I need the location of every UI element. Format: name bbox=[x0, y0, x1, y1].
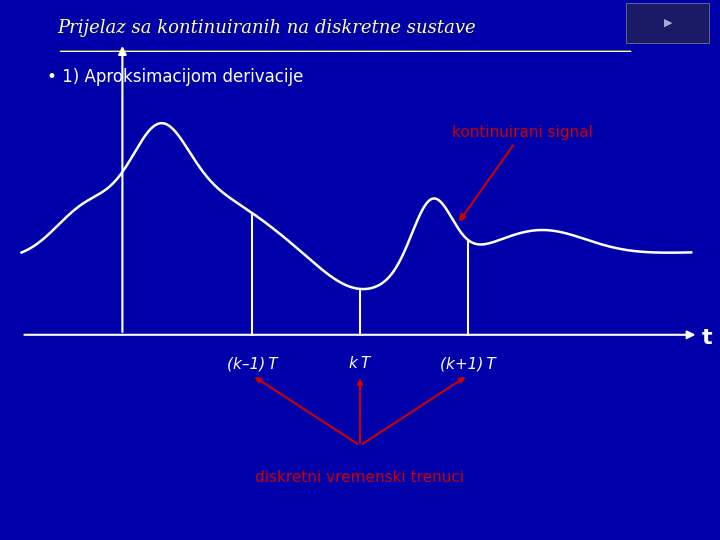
Text: (k+1) T: (k+1) T bbox=[440, 356, 496, 372]
Text: (k–1) T: (k–1) T bbox=[227, 356, 277, 372]
Text: diskretni vremenski trenuci: diskretni vremenski trenuci bbox=[256, 470, 464, 485]
Text: t: t bbox=[702, 327, 713, 348]
Text: kontinuirani signal: kontinuirani signal bbox=[451, 125, 593, 220]
Text: • 1) Aproksimacijom derivacije: • 1) Aproksimacijom derivacije bbox=[47, 68, 303, 85]
FancyBboxPatch shape bbox=[626, 3, 709, 43]
Text: k T: k T bbox=[349, 356, 371, 372]
Text: ▶: ▶ bbox=[664, 18, 672, 28]
Text: Prijelaz sa kontinuiranih na diskretne sustave: Prijelaz sa kontinuiranih na diskretne s… bbox=[58, 19, 476, 37]
